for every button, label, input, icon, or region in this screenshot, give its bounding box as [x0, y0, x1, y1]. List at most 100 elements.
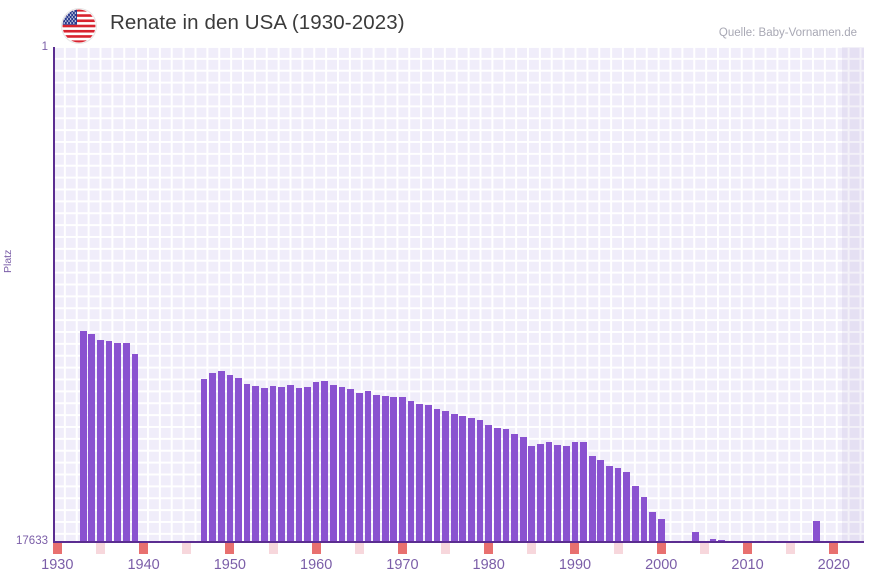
plot-gridlines — [53, 47, 864, 542]
bar — [519, 437, 527, 542]
bar — [623, 472, 631, 542]
bar — [468, 418, 475, 542]
bar — [381, 396, 389, 542]
page-title: Renate in den USA (1930-2023) — [110, 11, 405, 34]
bar — [424, 405, 432, 542]
x-axis-tick-major — [656, 543, 666, 554]
x-axis-tick-major — [139, 543, 149, 554]
bar — [217, 370, 225, 542]
bar — [485, 425, 493, 542]
x-axis-tick-label: 1980 — [472, 557, 505, 573]
source-attribution: Quelle: Baby-Vornamen.de — [718, 27, 857, 39]
x-axis-tick-label: 1960 — [300, 557, 333, 573]
x-axis-tick-major — [743, 543, 753, 554]
bar — [295, 388, 303, 542]
x-axis-tick-minor — [95, 543, 105, 554]
bar — [330, 384, 337, 542]
y-axis-label-top: 1 — [41, 41, 48, 53]
bar — [588, 455, 596, 542]
x-axis-tick-minor — [786, 543, 796, 554]
y-axis-line — [53, 47, 55, 542]
bar — [692, 531, 700, 542]
chart-header: Renate in den USA (1930-2023) Quelle: Ba… — [0, 0, 873, 47]
bar — [657, 518, 665, 542]
x-axis-tick-major — [397, 543, 407, 554]
bar — [649, 511, 656, 542]
bar — [261, 387, 268, 542]
bar — [200, 379, 208, 542]
x-axis-tick-minor — [613, 543, 623, 554]
bar — [606, 465, 613, 542]
x-axis-tick-major — [311, 543, 321, 554]
x-axis-tick-major — [225, 543, 235, 554]
bar — [399, 396, 406, 542]
bar — [122, 343, 130, 542]
bar — [105, 340, 113, 542]
x-axis-tick-minor — [268, 543, 278, 554]
bar — [286, 384, 294, 542]
bar — [442, 411, 449, 542]
us-flag-icon — [62, 9, 96, 43]
bar — [528, 446, 536, 542]
bar — [476, 420, 484, 542]
bar — [554, 445, 562, 542]
bar — [252, 385, 260, 542]
bar — [312, 382, 320, 542]
bar — [131, 353, 139, 542]
bar — [632, 485, 639, 542]
x-axis-line — [53, 541, 864, 543]
bar — [813, 520, 820, 542]
bar — [321, 381, 329, 542]
x-axis-tick-major — [570, 543, 580, 554]
bar — [97, 339, 104, 542]
bar — [614, 467, 622, 542]
x-axis-tick-minor — [441, 543, 451, 554]
bar — [580, 441, 587, 542]
bar — [278, 386, 285, 542]
bar — [493, 427, 501, 542]
bar — [88, 334, 96, 542]
bar — [364, 390, 372, 542]
bar — [347, 388, 354, 542]
bar — [545, 442, 553, 542]
bar — [390, 397, 398, 542]
x-axis-tick-minor — [699, 543, 709, 554]
bar — [718, 539, 725, 542]
bar — [416, 403, 424, 542]
bar — [304, 386, 311, 542]
bar — [235, 377, 242, 542]
bar-series — [53, 47, 864, 542]
bar — [226, 375, 234, 542]
x-axis-tick-major — [829, 543, 839, 554]
bar — [571, 442, 579, 542]
bar — [355, 392, 363, 542]
x-axis-tick-major — [52, 543, 62, 554]
bar — [562, 446, 570, 542]
bar — [597, 460, 605, 542]
bar — [407, 401, 415, 542]
bar — [459, 415, 467, 542]
x-axis-tick-label: 2000 — [645, 557, 678, 573]
bar — [537, 444, 544, 542]
y-axis-label-bottom: 17633 — [16, 535, 48, 547]
bar — [373, 394, 380, 542]
x-axis-tick-minor — [354, 543, 364, 554]
y-axis-title: Platz — [2, 249, 14, 273]
bar — [114, 343, 122, 542]
x-axis-tick-label: 1970 — [386, 557, 419, 573]
bar — [709, 538, 717, 542]
bar — [511, 433, 518, 542]
x-axis-tick-label: 1940 — [127, 557, 160, 573]
x-axis-tick-minor — [527, 543, 537, 554]
bar — [450, 414, 458, 542]
bar — [433, 409, 441, 542]
x-axis-tick-minor — [182, 543, 192, 554]
bar — [79, 331, 87, 542]
x-axis-tick-label: 1950 — [213, 557, 246, 573]
bar — [209, 373, 216, 542]
bar — [243, 383, 251, 542]
bar — [269, 385, 277, 542]
bar — [502, 429, 510, 542]
x-axis-tick-label: 1930 — [41, 557, 74, 573]
